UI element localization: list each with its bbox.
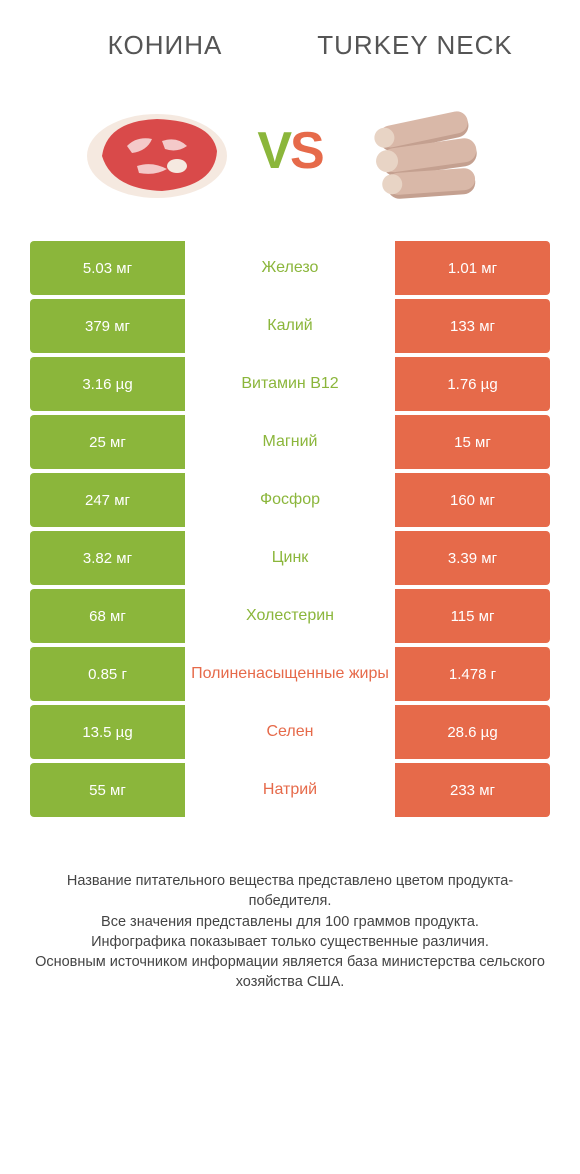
header: КОНИНА TURKEY NECK xyxy=(0,0,580,71)
table-row: 68 мгХолестерин115 мг xyxy=(30,589,550,643)
nutrient-label: Цинк xyxy=(185,531,395,585)
table-row: 25 мгМагний15 мг xyxy=(30,415,550,469)
left-value-cell: 379 мг xyxy=(30,299,185,353)
left-value-cell: 247 мг xyxy=(30,473,185,527)
right-value-cell: 3.39 мг xyxy=(395,531,550,585)
horse-meat-icon xyxy=(77,91,237,211)
left-value-cell: 55 мг xyxy=(30,763,185,817)
nutrient-label: Селен xyxy=(185,705,395,759)
footer-line: Инфографика показывает только существенн… xyxy=(30,932,550,952)
nutrient-label: Полиненасыщенные жиры xyxy=(185,647,395,701)
right-value-cell: 133 мг xyxy=(395,299,550,353)
vs-v-letter: V xyxy=(257,122,290,180)
left-value-cell: 68 мг xyxy=(30,589,185,643)
vs-row: VS xyxy=(0,71,580,241)
nutrient-label: Фосфор xyxy=(185,473,395,527)
right-value-cell: 1.01 мг xyxy=(395,241,550,295)
vs-s-letter: S xyxy=(290,122,323,180)
nutrient-label: Натрий xyxy=(185,763,395,817)
table-row: 3.82 мгЦинк3.39 мг xyxy=(30,531,550,585)
nutrient-label: Магний xyxy=(185,415,395,469)
left-value-cell: 3.82 мг xyxy=(30,531,185,585)
vs-label: VS xyxy=(257,121,322,181)
footer-line: Название питательного вещества представл… xyxy=(30,871,550,912)
right-value-cell: 233 мг xyxy=(395,763,550,817)
right-value-cell: 115 мг xyxy=(395,589,550,643)
table-row: 5.03 мгЖелезо1.01 мг xyxy=(30,241,550,295)
left-value-cell: 25 мг xyxy=(30,415,185,469)
table-row: 13.5 µgСелен28.6 µg xyxy=(30,705,550,759)
left-product-image xyxy=(77,91,237,211)
footer-line: Основным источником информации является … xyxy=(30,952,550,993)
table-row: 379 мгКалий133 мг xyxy=(30,299,550,353)
right-value-cell: 15 мг xyxy=(395,415,550,469)
turkey-neck-icon xyxy=(343,91,503,211)
table-row: 0.85 гПолиненасыщенные жиры1.478 г xyxy=(30,647,550,701)
table-row: 55 мгНатрий233 мг xyxy=(30,763,550,817)
footer-line: Все значения представлены для 100 граммо… xyxy=(30,912,550,932)
left-value-cell: 3.16 µg xyxy=(30,357,185,411)
left-value-cell: 0.85 г xyxy=(30,647,185,701)
right-product-title: TURKEY NECK xyxy=(290,31,540,60)
right-product-image xyxy=(343,91,503,211)
right-value-cell: 1.478 г xyxy=(395,647,550,701)
nutrient-table: 5.03 мгЖелезо1.01 мг379 мгКалий133 мг3.1… xyxy=(0,241,580,817)
right-value-cell: 1.76 µg xyxy=(395,357,550,411)
nutrient-label: Калий xyxy=(185,299,395,353)
nutrient-label: Железо xyxy=(185,241,395,295)
nutrient-label: Холестерин xyxy=(185,589,395,643)
left-value-cell: 13.5 µg xyxy=(30,705,185,759)
right-value-cell: 28.6 µg xyxy=(395,705,550,759)
nutrient-label: Витамин B12 xyxy=(185,357,395,411)
left-value-cell: 5.03 мг xyxy=(30,241,185,295)
left-product-title: КОНИНА xyxy=(40,30,290,61)
table-row: 3.16 µgВитамин B121.76 µg xyxy=(30,357,550,411)
right-value-cell: 160 мг xyxy=(395,473,550,527)
footer-notes: Название питательного вещества представл… xyxy=(0,821,580,1023)
table-row: 247 мгФосфор160 мг xyxy=(30,473,550,527)
